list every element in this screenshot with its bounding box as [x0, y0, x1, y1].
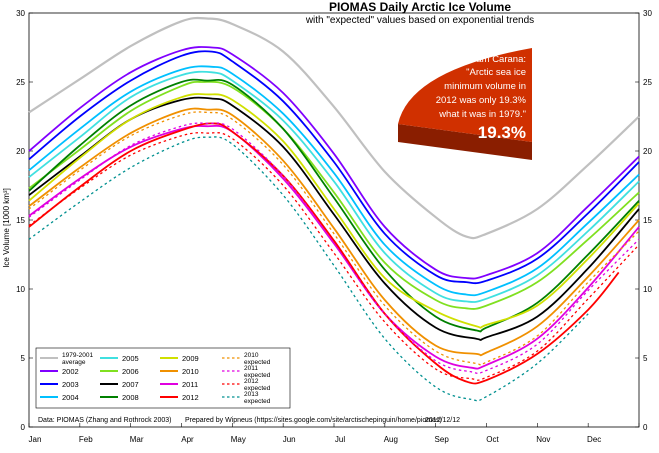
series-line — [28, 78, 640, 333]
series-line — [28, 122, 620, 385]
y-tick-label-right: 30 — [643, 9, 652, 18]
series-line — [28, 50, 640, 285]
x-tick-label: Feb — [79, 435, 93, 444]
y-tick-label-right: 25 — [643, 78, 652, 87]
callout-line5: what it was in 1979." — [438, 109, 526, 120]
x-tick-label: Nov — [536, 435, 550, 444]
y-tick-label: 20 — [16, 147, 25, 156]
series-line — [28, 136, 589, 402]
x-tick-label: Mar — [130, 435, 144, 444]
chart-title: PIOMAS Daily Arctic Ice Volume — [329, 0, 511, 14]
y-tick-label: 15 — [16, 216, 25, 225]
x-tick-label: Jun — [283, 435, 296, 444]
y-tick-label-right: 0 — [643, 423, 648, 432]
legend-label: 2012 — [182, 393, 199, 402]
x-tick-label: Dec — [587, 435, 601, 444]
axes: 0 0 5 5 10 10 15 15 20 20 25 25 30 30 Jan Feb Mar Apr May J… — [16, 9, 652, 444]
y-tick-label-right: 15 — [643, 216, 652, 225]
callout-value: 19.3% — [478, 123, 526, 142]
series-line — [28, 80, 640, 310]
series-line — [28, 46, 640, 280]
y-tick-label: 5 — [21, 354, 26, 363]
legend-label: 2010 — [244, 352, 259, 359]
callout-line4: 2012 was only 19.3% — [436, 95, 527, 106]
legend-label: 2011 — [244, 365, 258, 372]
callout-line3: minimum volume in — [444, 81, 526, 92]
legend-label: 2010 — [182, 367, 199, 376]
y-tick-label: 30 — [16, 9, 25, 18]
source-note: Data: PIOMAS (Zhang and Rothrock 2003) — [38, 417, 171, 424]
legend-label: expected — [244, 372, 271, 379]
legend-label: 2006 — [122, 367, 139, 376]
series-line — [28, 70, 640, 303]
legend-label: 1979-2001 — [62, 352, 93, 359]
y-tick-label-right: 20 — [643, 147, 652, 156]
x-tick-label: Apr — [181, 435, 194, 444]
legend-label: 2013 — [244, 391, 259, 398]
y-axis-label: Ice Volume [1000 km³] — [2, 188, 11, 268]
x-tick-label: Jan — [29, 435, 42, 444]
series-lines — [28, 16, 640, 402]
chart-subtitle: with "expected" values based on exponent… — [305, 15, 534, 26]
legend-label: 2012 — [244, 378, 259, 385]
legend-label: expected — [244, 359, 271, 366]
series-line — [28, 132, 640, 381]
x-tick-label: Jul — [335, 435, 345, 444]
y-tick-label: 0 — [21, 423, 26, 432]
legend-label: 2003 — [62, 380, 79, 389]
series-line — [28, 65, 640, 297]
x-tick-label: Aug — [384, 435, 398, 444]
legend-label: 2008 — [122, 393, 139, 402]
x-tick-label: Sep — [435, 435, 450, 444]
series-line — [28, 122, 640, 375]
x-tick-label: Oct — [486, 435, 499, 444]
callout-line2: "Arctic sea ice — [466, 67, 526, 78]
legend-label: average — [62, 359, 86, 366]
y-tick-label: 10 — [16, 285, 25, 294]
quote-callout: Sam Carana: "Arctic sea ice minimum volu… — [398, 48, 532, 160]
legend-label: 2007 — [122, 380, 139, 389]
series-line — [28, 16, 640, 240]
y-tick-label-right: 5 — [643, 354, 648, 363]
legend-label: 2005 — [122, 354, 139, 363]
credit-note: Prepared by Wipneus (https://sites.googl… — [185, 417, 442, 424]
legend-label: expected — [244, 385, 271, 392]
legend-label: 2011 — [182, 380, 198, 389]
series-line — [28, 93, 640, 329]
y-tick-label-right: 10 — [643, 285, 652, 294]
legend-label: expected — [244, 398, 271, 405]
legend-label: 2002 — [62, 367, 79, 376]
series-line — [28, 107, 640, 357]
series-line — [28, 96, 640, 341]
y-tick-label: 25 — [16, 78, 25, 87]
series-line — [28, 111, 640, 366]
callout-line1: Sam Carana: — [470, 54, 526, 65]
callout-wedge — [398, 48, 532, 142]
callout-side — [398, 124, 532, 160]
legend-label: 2004 — [62, 393, 79, 402]
x-tick-label: May — [231, 435, 246, 444]
date-note: 2012/12/12 — [425, 417, 460, 424]
legend-label: 2009 — [182, 354, 199, 363]
